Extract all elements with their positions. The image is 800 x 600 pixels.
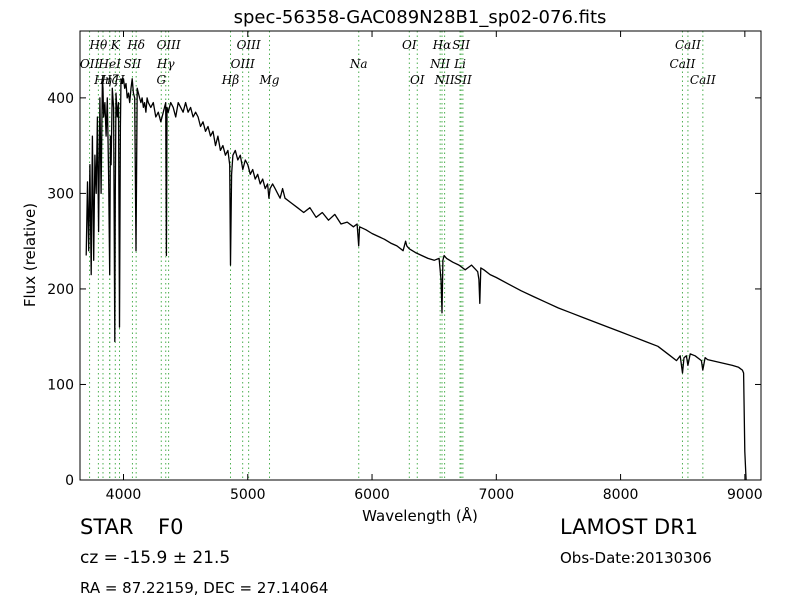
emission-line-label: Mg: [259, 73, 280, 87]
spectrum-series-line: [85, 78, 747, 481]
emission-line-label: SII: [454, 73, 472, 87]
x-tick-label: 7000: [478, 487, 514, 503]
emission-line-label: Hγ: [156, 57, 175, 71]
emission-line-markers: [89, 31, 704, 480]
y-tick-label: 100: [47, 377, 74, 393]
object-class: STAR: [80, 515, 134, 539]
coordinates: RA = 87.22159, DEC = 27.14064: [80, 579, 329, 597]
y-tick-label: 200: [47, 282, 74, 298]
emission-line-label: Na: [349, 57, 368, 71]
object-subclass: F0: [158, 515, 184, 539]
x-tick-label: 6000: [354, 487, 390, 503]
emission-line-label: K: [110, 38, 121, 52]
emission-line-label: Hδ: [126, 38, 145, 52]
x-tick-label: 5000: [230, 487, 266, 503]
y-tick-label: 300: [47, 186, 74, 202]
emission-line-label: CaII: [675, 38, 701, 52]
emission-line-label: HeI: [98, 57, 122, 71]
chart-title: spec-56358-GAC089N28B1_sp02-076.fits: [234, 7, 607, 28]
emission-line-label: NII: [434, 73, 455, 87]
x-tick-label: 9000: [727, 487, 763, 503]
emission-line-label: Hβ: [221, 73, 239, 87]
axis-ticks: 4000 5000 6000 7000 8000 9000 0 100 200 300 400: [47, 31, 763, 503]
emission-line-label: Hζ: [100, 73, 119, 87]
emission-line-label: SII: [124, 57, 142, 71]
emission-line-label: Hθ: [89, 38, 108, 52]
observation-date: Obs-Date:20130306: [560, 549, 712, 567]
emission-line-label: Li: [453, 57, 466, 71]
y-tick-label: 0: [65, 473, 74, 489]
emission-line-label: OIII: [231, 57, 255, 71]
redshift-value: cz = -15.9 ± 21.5: [80, 548, 231, 568]
emission-line-label: OIII: [157, 38, 181, 52]
y-axis-label: Flux (relative): [21, 203, 39, 307]
y-tick-label: 400: [47, 91, 74, 107]
x-tick-label: 8000: [603, 487, 639, 503]
emission-line-label: OI: [410, 73, 425, 87]
survey-name: LAMOST DR1: [560, 515, 699, 539]
x-tick-label: 4000: [106, 487, 142, 503]
emission-line-label: OI: [402, 38, 417, 52]
plot-frame: [79, 30, 762, 481]
emission-line-label: Hα: [432, 38, 452, 52]
emission-line-label: OII: [80, 57, 100, 71]
emission-line-label: CaII: [670, 57, 696, 71]
emission-line-label: CaII: [690, 73, 716, 87]
x-axis-label: Wavelength (Å): [362, 506, 478, 525]
emission-line-label: OIII: [237, 38, 261, 52]
emission-line-label: SII: [452, 38, 470, 52]
emission-line-label: NII: [429, 57, 450, 71]
emission-line-label: G: [156, 73, 166, 87]
